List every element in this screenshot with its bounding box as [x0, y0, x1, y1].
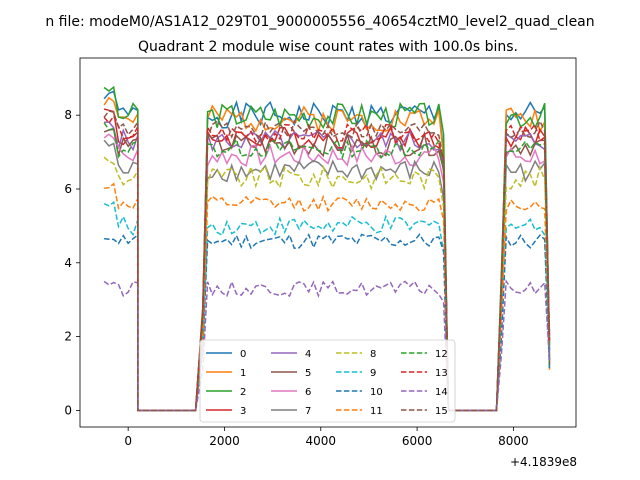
- legend-item-13: 13: [401, 368, 448, 379]
- legend-label: 14: [435, 387, 448, 398]
- legend-label: 5: [305, 368, 311, 379]
- x-tick-label: 2000: [209, 434, 240, 448]
- axes-frame: [79, 57, 577, 428]
- legend-item-4: 4: [271, 349, 311, 360]
- legend-item-1: 1: [206, 368, 246, 379]
- legend-item-5: 5: [271, 368, 311, 379]
- legend-label: 1: [240, 368, 246, 379]
- series-line-15: [103, 110, 551, 412]
- x-tick-label: 8000: [498, 434, 529, 448]
- y-axis: 0 2 4 6 8: [64, 108, 80, 417]
- legend-box: [199, 339, 456, 423]
- legend-label: 13: [435, 368, 448, 379]
- x-tick-label: 6000: [402, 434, 433, 448]
- x-tick-label: 0: [124, 434, 132, 448]
- legend-item-14: 14: [401, 387, 448, 398]
- x-axis: 0 2000 4000 6000 8000: [124, 427, 529, 448]
- x-tick-label: 4000: [306, 434, 337, 448]
- y-tick-label: 4: [64, 256, 72, 270]
- legend-item-12: 12: [401, 349, 448, 360]
- y-tick-label: 8: [64, 108, 72, 122]
- x-offset-label: +4.1839e8: [510, 455, 577, 469]
- legend-item-7: 7: [271, 406, 311, 417]
- legend-label: 11: [370, 406, 383, 417]
- legend-label: 15: [435, 406, 448, 417]
- legend-item-0: 0: [206, 349, 246, 360]
- legend-label: 9: [370, 368, 376, 379]
- legend-label: 2: [240, 387, 246, 398]
- legend-item-2: 2: [206, 387, 246, 398]
- legend-label: 6: [305, 387, 311, 398]
- y-tick-label: 6: [64, 182, 72, 196]
- y-tick-label: 2: [64, 330, 72, 344]
- legend-item-9: 9: [336, 368, 376, 379]
- legend-label: 3: [240, 406, 246, 417]
- legend-label: 12: [435, 349, 448, 360]
- chart-title: Quadrant 2 module wise count rates with …: [138, 39, 518, 55]
- figure-suptitle: n file: modeM0/AS1A12_029T01_9000005556_…: [45, 14, 594, 30]
- legend-item-3: 3: [206, 406, 246, 417]
- legend-label: 4: [305, 349, 311, 360]
- legend-label: 7: [305, 406, 311, 417]
- legend-label: 10: [370, 387, 383, 398]
- y-tick-label: 0: [64, 403, 72, 417]
- legend-label: 0: [240, 349, 246, 360]
- legend-item-15: 15: [401, 406, 448, 417]
- legend-item-10: 10: [336, 387, 383, 398]
- plot-area: [103, 85, 551, 412]
- legend-item-11: 11: [336, 406, 383, 417]
- legend-item-8: 8: [336, 349, 376, 360]
- legend-item-6: 6: [271, 387, 311, 398]
- legend-label: 8: [370, 349, 376, 360]
